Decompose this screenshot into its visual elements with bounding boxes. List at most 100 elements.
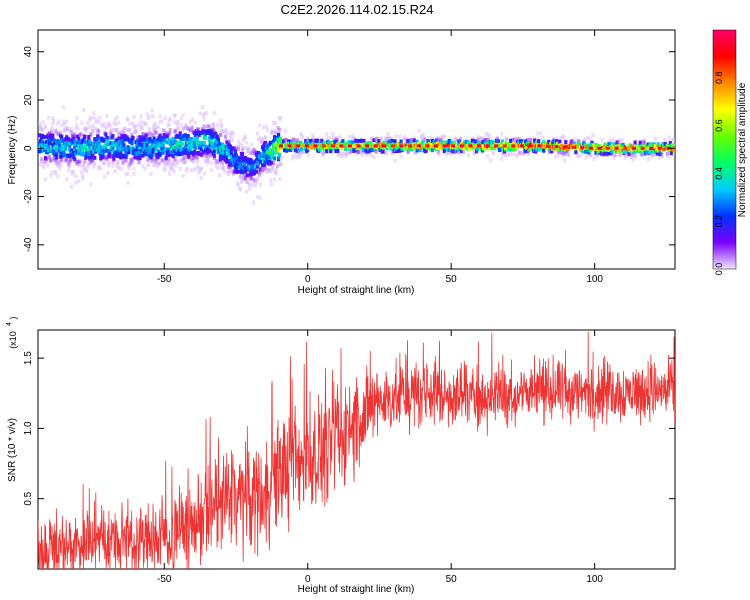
spectrogram-cell xyxy=(652,149,656,154)
spectrogram-cell xyxy=(197,152,201,156)
spectrogram-peak xyxy=(632,146,636,150)
spectrogram-cell xyxy=(237,164,242,169)
spectrogram-cell xyxy=(215,160,219,165)
spectrogram-cell xyxy=(203,124,207,129)
spectrogram-cell xyxy=(212,129,216,134)
spectrogram-cell xyxy=(62,105,66,110)
spectrogram-cell xyxy=(279,162,283,167)
spectrogram-cell xyxy=(271,149,275,154)
spectrogram-cell xyxy=(168,117,172,122)
spectrogram-cell xyxy=(168,128,172,133)
spectrogram-cell xyxy=(383,145,387,150)
spectrogram-cell xyxy=(418,148,422,152)
spectrogram-cell xyxy=(247,161,252,166)
spectrogram-cell xyxy=(639,149,643,154)
spectrogram-cell xyxy=(511,151,515,156)
spectrogram-cell xyxy=(183,159,187,164)
spectrogram-cell xyxy=(145,132,149,137)
snr-y-axis: 0.5 1.0 1.5 xyxy=(23,351,675,506)
spectrogram-cell xyxy=(181,174,185,178)
spectrogram-cell xyxy=(73,145,77,150)
spectrogram-cell xyxy=(333,139,337,144)
spectrogram-cell xyxy=(617,148,621,153)
spectrogram-cell xyxy=(237,158,242,163)
spectrogram-cell xyxy=(594,150,598,155)
spectrogram-cell xyxy=(497,139,501,144)
spectrogram-cell xyxy=(421,132,425,137)
spectrogram-cell xyxy=(93,126,97,131)
spectrogram-cell xyxy=(473,139,478,144)
spectrogram-cell xyxy=(375,137,379,142)
spectrogram-cell xyxy=(461,150,465,155)
spectrogram-cell xyxy=(40,158,44,163)
spectrogram-cell xyxy=(194,131,198,136)
spectrogram-cell xyxy=(176,126,180,131)
spectrogram-cell xyxy=(42,120,46,125)
spectrogram-cell xyxy=(656,142,660,147)
spectrogram-cell xyxy=(362,138,366,143)
spectrogram-cell xyxy=(138,140,142,145)
spectrogram-cell xyxy=(160,158,164,163)
spectrogram-cell xyxy=(190,117,194,122)
spectrogram-cell xyxy=(210,141,214,146)
spectrogram-cell xyxy=(290,141,294,146)
spectrogram-cell xyxy=(82,138,86,143)
spectrogram-cell xyxy=(271,129,275,134)
spectrogram-cell xyxy=(223,134,227,139)
spectrogram-cell xyxy=(536,131,540,136)
spectrogram-cell xyxy=(386,140,390,145)
spectrogram-cell xyxy=(618,152,622,157)
spectrogram-cell xyxy=(119,146,123,151)
spectrogram-cell xyxy=(442,149,446,154)
spectrogram-peak xyxy=(279,144,283,148)
spectrogram-cell xyxy=(48,154,52,159)
spectrogram-cell xyxy=(281,141,285,146)
spectrogram-cell xyxy=(585,145,589,150)
spectrogram-cell xyxy=(525,146,529,151)
spectrogram-cell xyxy=(106,123,110,128)
spectrogram-cell xyxy=(70,169,74,174)
spectrogram-cell xyxy=(189,150,193,155)
spectrogram-cell xyxy=(76,141,80,146)
spectrogram-cell xyxy=(138,123,142,128)
spectrogram-cell xyxy=(55,159,59,164)
spectrogram-cell xyxy=(499,147,503,152)
spectrogram-cell xyxy=(583,136,587,141)
spectrogram-cell xyxy=(175,122,179,127)
spectrogram-cell xyxy=(408,147,412,152)
spectrogram-cell xyxy=(156,155,160,160)
spectrogram-cell xyxy=(430,148,434,153)
spectrogram-cell xyxy=(243,175,248,180)
spectrogram-cell xyxy=(106,142,110,147)
spectrogram-cell xyxy=(345,151,349,156)
spectrogram-cell xyxy=(238,174,243,179)
spectrogram-cell xyxy=(50,170,54,175)
spectrogram-cell xyxy=(159,144,163,149)
spectrogram-cell xyxy=(630,154,634,159)
spectrogram-cell xyxy=(201,129,205,134)
spectrogram-cell xyxy=(204,158,208,163)
spectrogram-cell xyxy=(234,146,238,151)
spectrogram-cell xyxy=(357,139,361,144)
spectrogram-peak xyxy=(347,144,352,148)
spectrogram-cell xyxy=(154,147,158,152)
spectrogram-cell xyxy=(107,160,111,165)
spectrogram-cell xyxy=(57,132,61,137)
spectrogram-cell xyxy=(510,147,514,152)
spectrogram-cell xyxy=(306,147,310,152)
colorbar-ticks: 0.0 0.2 0.4 0.6 0.8 xyxy=(714,72,724,276)
spectrogram-cell xyxy=(624,153,628,158)
spectrogram-cell xyxy=(335,136,339,141)
spectrogram-cell xyxy=(82,108,86,112)
spectrogram-cell xyxy=(503,149,507,154)
spectrogram-cell xyxy=(219,129,223,134)
snr-scale-label: (x10 xyxy=(8,331,18,349)
spectrogram-cell xyxy=(130,139,134,143)
spectrogram-cell xyxy=(171,144,175,149)
spectrogram-cell xyxy=(671,137,675,142)
spectrogram-cell xyxy=(424,148,428,153)
spectrogram-cell xyxy=(326,136,330,141)
spectrogram-cell xyxy=(392,142,396,146)
spectrogram-cell xyxy=(187,153,191,158)
spectrogram-cell xyxy=(232,145,236,150)
